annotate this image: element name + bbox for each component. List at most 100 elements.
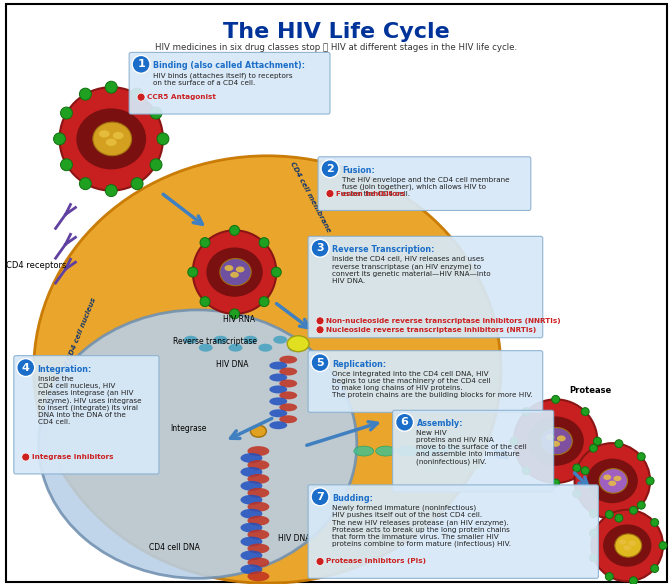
Circle shape [105,185,117,196]
Text: Reverse transcriptase: Reverse transcriptase [173,337,257,346]
Circle shape [321,160,339,178]
Ellipse shape [240,550,262,560]
Ellipse shape [250,425,266,437]
Text: 7: 7 [316,492,324,502]
Text: CCR5 Antagonist: CCR5 Antagonist [147,94,216,100]
Ellipse shape [270,421,287,429]
Circle shape [552,479,560,487]
Ellipse shape [199,344,213,352]
Ellipse shape [599,469,628,493]
Text: Nucleoside reverse transcriptase inhibitors (NRTIs): Nucleoside reverse transcriptase inhibit… [326,327,537,333]
Circle shape [589,554,597,562]
Text: Fusion:: Fusion: [342,166,375,175]
FancyBboxPatch shape [393,410,554,492]
Circle shape [630,506,638,515]
Ellipse shape [279,380,297,387]
Circle shape [615,440,623,448]
Ellipse shape [99,130,110,138]
Circle shape [80,178,92,190]
Ellipse shape [376,446,395,456]
Ellipse shape [270,397,287,406]
Ellipse shape [279,356,297,363]
Circle shape [316,317,324,325]
Ellipse shape [248,502,270,512]
Circle shape [316,326,324,334]
Ellipse shape [248,571,270,581]
Ellipse shape [248,516,270,526]
Ellipse shape [270,386,287,393]
Text: Inside the CD4 cell, HIV releases and uses
reverse transcriptase (an HIV enzyme): Inside the CD4 cell, HIV releases and us… [332,256,490,284]
Circle shape [575,443,650,519]
Text: 6: 6 [401,417,409,427]
Ellipse shape [628,541,636,546]
FancyBboxPatch shape [14,356,159,474]
Circle shape [591,510,663,581]
Circle shape [22,453,29,461]
Text: HIV DNA: HIV DNA [278,534,310,543]
Ellipse shape [279,415,297,423]
Circle shape [259,238,269,247]
Ellipse shape [270,410,287,417]
Circle shape [137,93,145,101]
Text: Protease: Protease [569,386,611,396]
Text: CD4 cell membrane: CD4 cell membrane [289,161,331,233]
Ellipse shape [248,474,270,484]
Ellipse shape [258,344,272,352]
Circle shape [311,239,329,257]
FancyBboxPatch shape [318,157,531,210]
Circle shape [395,413,413,431]
Circle shape [581,408,589,415]
Circle shape [522,408,530,415]
Text: Replication:: Replication: [332,360,386,369]
Text: Once integrated into the CD4 cell DNA, HIV
begins to use the machinery of the CD: Once integrated into the CD4 cell DNA, H… [332,370,533,397]
Text: Protease Inhibitors (PIs): Protease Inhibitors (PIs) [326,558,426,564]
Ellipse shape [213,336,227,344]
Circle shape [630,577,638,585]
Ellipse shape [613,476,622,481]
Ellipse shape [240,537,262,547]
Text: Integration:: Integration: [37,364,92,374]
Ellipse shape [444,449,462,463]
Circle shape [150,107,162,119]
Circle shape [605,510,613,519]
Text: New HIV
proteins and HIV RNA
move to the surface of the cell
and assemble into i: New HIV proteins and HIV RNA move to the… [417,430,527,465]
Ellipse shape [93,122,132,156]
Circle shape [60,107,72,119]
Ellipse shape [464,456,482,470]
Text: The HIV Life Cycle: The HIV Life Cycle [223,22,450,42]
Text: HIV binds (attaches itself) to receptors
on the surface of a CD4 cell.: HIV binds (attaches itself) to receptors… [153,72,292,86]
Text: 4: 4 [22,363,29,373]
Ellipse shape [419,446,440,456]
Ellipse shape [206,247,263,297]
Ellipse shape [240,467,262,477]
Ellipse shape [235,267,245,272]
Circle shape [651,519,659,526]
Circle shape [615,514,623,522]
Ellipse shape [248,446,270,456]
Circle shape [514,400,597,483]
Text: 5: 5 [316,357,324,367]
Ellipse shape [279,391,297,400]
Circle shape [311,488,329,506]
Circle shape [229,309,240,319]
Circle shape [605,573,613,581]
Ellipse shape [248,544,270,554]
Circle shape [131,88,143,100]
Ellipse shape [279,367,297,376]
Text: 3: 3 [316,243,324,253]
Circle shape [188,267,198,277]
Circle shape [157,133,169,145]
Ellipse shape [240,495,262,505]
Circle shape [589,529,597,537]
Text: Reverse Transcription:: Reverse Transcription: [332,246,434,254]
Ellipse shape [603,475,611,480]
Circle shape [259,297,269,306]
FancyBboxPatch shape [308,485,598,578]
Ellipse shape [248,460,270,470]
Circle shape [200,238,210,247]
Circle shape [193,230,276,314]
Text: HIV DNA: HIV DNA [216,360,249,369]
Text: Non-nucleoside reverse transcriptase inhibitors (NNRTIs): Non-nucleoside reverse transcriptase inh… [326,318,561,324]
Text: Inside the
CD4 cell nucleus, HIV
releases integrase (an HIV
enzyme). HIV uses in: Inside the CD4 cell nucleus, HIV release… [37,376,141,425]
Ellipse shape [248,488,270,498]
